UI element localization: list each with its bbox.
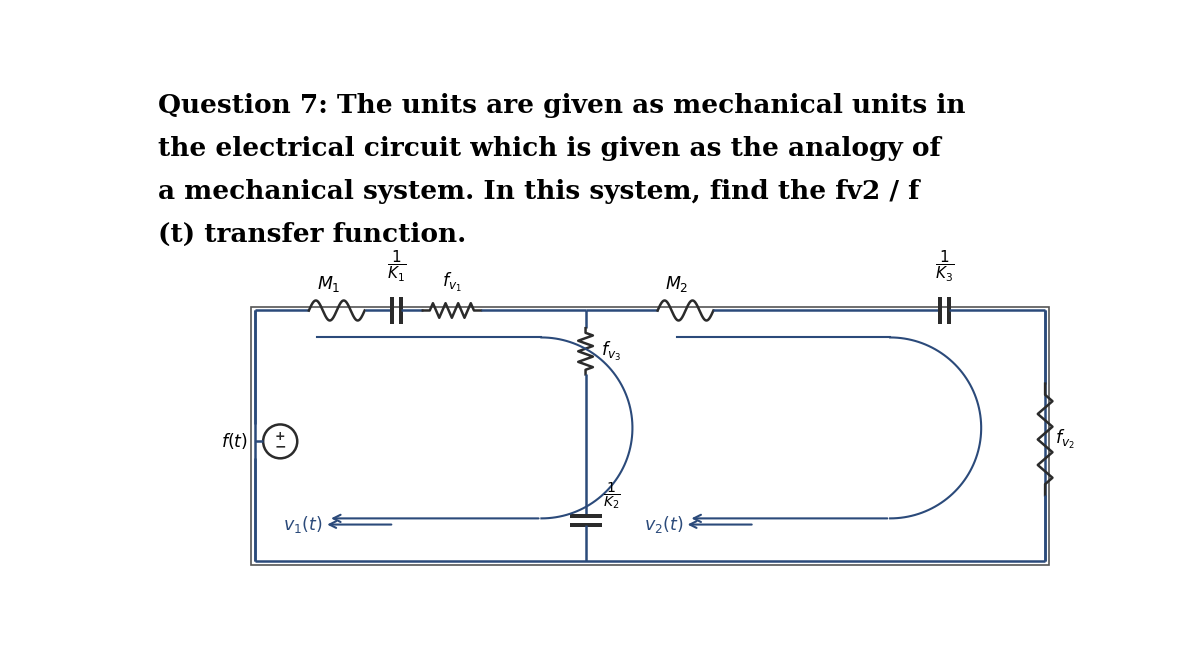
- Text: $\dfrac{1}{K_2}$: $\dfrac{1}{K_2}$: [602, 481, 620, 512]
- Text: $f_{v_3}$: $f_{v_3}$: [601, 340, 622, 363]
- Text: +: +: [275, 430, 286, 443]
- Text: $f_{v_1}$: $f_{v_1}$: [442, 270, 462, 293]
- Text: $M_2$: $M_2$: [666, 274, 689, 293]
- Text: $v_2(t)$: $v_2(t)$: [644, 514, 683, 535]
- Text: (t) transfer function.: (t) transfer function.: [157, 222, 466, 247]
- Text: a mechanical system. In this system, find the fv2 / f: a mechanical system. In this system, fin…: [157, 179, 919, 204]
- Text: $f(t)$: $f(t)$: [222, 432, 248, 451]
- Text: −: −: [275, 440, 286, 453]
- Text: $M_1$: $M_1$: [317, 274, 341, 293]
- Text: Question 7: The units are given as mechanical units in: Question 7: The units are given as mecha…: [157, 92, 965, 117]
- Text: $f_{v_2}$: $f_{v_2}$: [1055, 428, 1075, 451]
- Text: $\dfrac{1}{K_1}$: $\dfrac{1}{K_1}$: [386, 248, 406, 283]
- Text: the electrical circuit which is given as the analogy of: the electrical circuit which is given as…: [157, 136, 941, 161]
- Text: $\dfrac{1}{K_3}$: $\dfrac{1}{K_3}$: [935, 248, 954, 283]
- Text: $v_1(t)$: $v_1(t)$: [283, 514, 323, 535]
